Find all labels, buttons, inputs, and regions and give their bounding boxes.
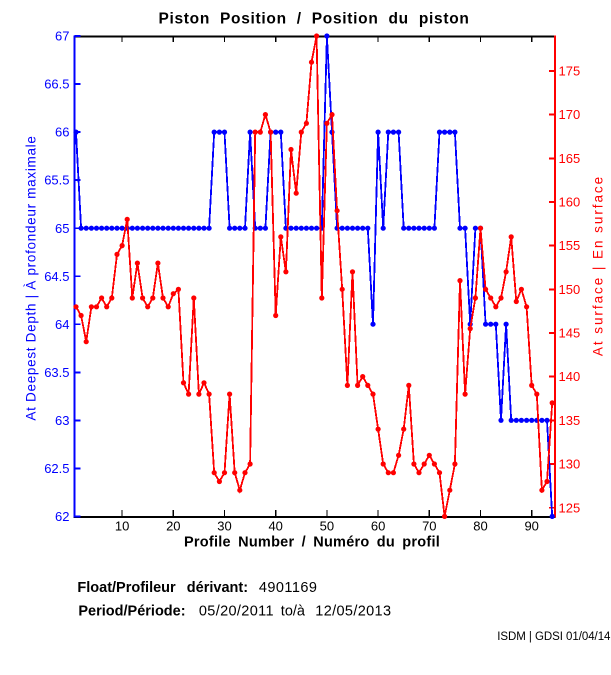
svg-text:64: 64	[55, 317, 69, 332]
svg-text:30: 30	[217, 519, 231, 534]
svg-text:130: 130	[559, 457, 581, 472]
svg-text:66.5: 66.5	[44, 77, 69, 92]
svg-text:160: 160	[559, 195, 581, 210]
svg-text:63: 63	[55, 413, 69, 428]
svg-text:67: 67	[55, 29, 69, 44]
svg-text:ISDM | GDSI 01/04/14: ISDM | GDSI 01/04/14	[497, 631, 611, 643]
svg-text:Profile Number / Numéro du pro: Profile Number / Numéro du profil	[184, 535, 440, 551]
svg-text:165: 165	[559, 151, 581, 166]
svg-text:65.5: 65.5	[44, 173, 69, 188]
svg-text:70: 70	[422, 519, 436, 534]
svg-text:62: 62	[55, 509, 69, 524]
svg-text:20: 20	[166, 519, 180, 534]
svg-text:63.5: 63.5	[44, 365, 69, 380]
svg-text:145: 145	[559, 326, 581, 341]
svg-text:170: 170	[559, 107, 581, 122]
svg-text:90: 90	[524, 519, 538, 534]
svg-text:65: 65	[55, 221, 69, 236]
svg-text:140: 140	[559, 369, 581, 384]
svg-text:64.5: 64.5	[44, 269, 69, 284]
svg-text:175: 175	[559, 64, 581, 79]
svg-text:150: 150	[559, 282, 581, 297]
svg-text:80: 80	[473, 519, 487, 534]
svg-text:At surface | En surface: At surface | En surface	[591, 175, 606, 356]
svg-text:155: 155	[559, 238, 581, 253]
svg-text:10: 10	[115, 519, 129, 534]
svg-text:60: 60	[371, 519, 385, 534]
svg-text:66: 66	[55, 125, 69, 140]
svg-text:40: 40	[268, 519, 282, 534]
svg-text:135: 135	[559, 413, 581, 428]
svg-text:125: 125	[559, 500, 581, 515]
svg-text:Piston Position / Position du: Piston Position / Position du piston	[158, 10, 469, 27]
svg-text:62.5: 62.5	[44, 461, 69, 476]
svg-text:At Deepest Depth | À profondeu: At Deepest Depth | À profondeur maximale	[24, 135, 39, 420]
svg-text:50: 50	[320, 519, 334, 534]
